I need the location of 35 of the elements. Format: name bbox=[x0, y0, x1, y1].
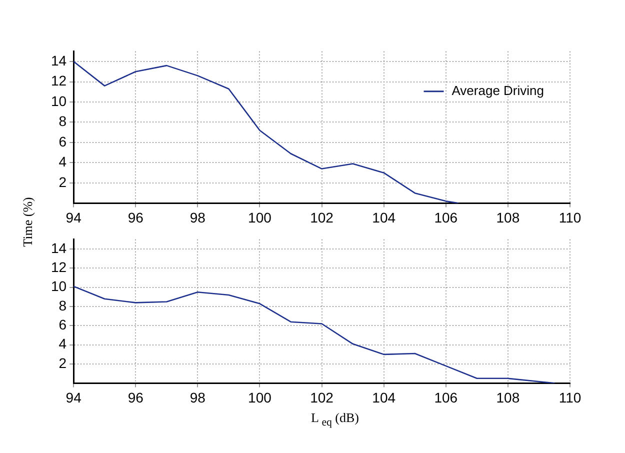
y-tick-label: 12 bbox=[50, 72, 67, 89]
x-tick-label: 94 bbox=[66, 389, 82, 406]
x-tick-label: 110 bbox=[558, 389, 582, 406]
x-axis-title: L $_{eq}$ (dB) bbox=[310, 410, 360, 429]
y-tick-label: 2 bbox=[58, 174, 67, 190]
y-tick-label: 8 bbox=[58, 113, 67, 130]
x-tick-label: 108 bbox=[496, 389, 520, 406]
y-tick-label: 10 bbox=[50, 278, 67, 294]
x-tick-label: 96 bbox=[128, 209, 144, 226]
x-tick-label: 102 bbox=[310, 389, 334, 406]
y-tick-label: 8 bbox=[58, 297, 67, 314]
y-tick-label: 4 bbox=[58, 154, 67, 170]
x-tick-label: 100 bbox=[248, 209, 272, 226]
y-tick-label: 2 bbox=[58, 354, 67, 371]
x-tick-label: 106 bbox=[434, 389, 458, 406]
x-tick-label: 96 bbox=[128, 389, 144, 406]
x-tick-label: 98 bbox=[190, 209, 206, 226]
x-tick-label: 108 bbox=[496, 209, 520, 226]
x-tick-label: 100 bbox=[248, 389, 272, 406]
y-tick-label: 6 bbox=[58, 133, 67, 150]
y-tick-label: 14 bbox=[50, 240, 67, 256]
y-tick-label: 14 bbox=[50, 52, 67, 68]
y-tick-label: 4 bbox=[58, 336, 67, 352]
y-axis-title: Time (%) bbox=[20, 197, 35, 247]
x-tick-label: 110 bbox=[558, 209, 582, 226]
x-tick-label: 104 bbox=[372, 389, 396, 406]
x-tick-label: 98 bbox=[190, 389, 206, 406]
y-tick-label: 6 bbox=[58, 316, 67, 333]
x-tick-label: 94 bbox=[66, 209, 82, 226]
x-tick-label: 104 bbox=[372, 209, 396, 226]
x-tick-label: 102 bbox=[310, 209, 334, 226]
x-tick-label: 106 bbox=[434, 209, 458, 226]
y-tick-label: 10 bbox=[50, 92, 67, 109]
y-tick-label: 12 bbox=[50, 259, 67, 276]
legend-label: Average Driving bbox=[452, 82, 544, 98]
